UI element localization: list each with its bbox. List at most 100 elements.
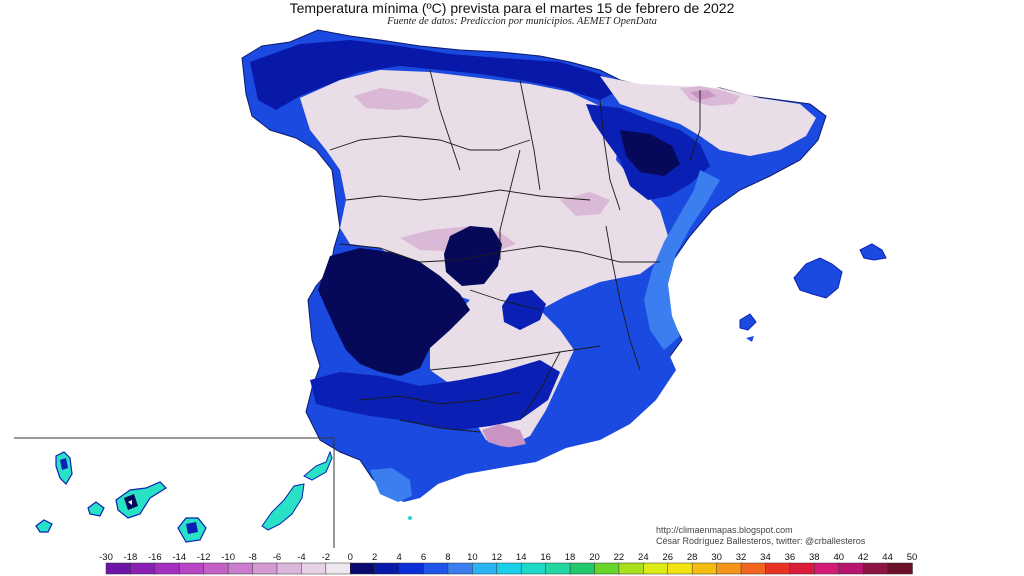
scale-swatch	[765, 562, 791, 575]
lanzarote-island	[303, 450, 333, 481]
levante-coast-band	[644, 170, 720, 350]
scale-tick-label: 16	[540, 552, 551, 563]
scale-tick-label: -12	[197, 552, 211, 563]
southern-coast-band	[380, 352, 676, 502]
canary-islands-inset	[35, 450, 333, 543]
scale-swatch	[105, 562, 132, 575]
scale-tick-label: 8	[445, 552, 450, 563]
pyrenees-peak-minus6	[690, 90, 716, 100]
teide-peak	[128, 500, 132, 505]
map-credits: http://climaenmapas.blogspot.com César R…	[656, 525, 865, 547]
map-title: Temperatura mínima (ºC) prevista para el…	[289, 0, 735, 16]
extremadura-dark-region	[318, 248, 470, 376]
scale-swatch	[545, 562, 571, 575]
scale-swatch	[325, 562, 351, 575]
scale-tick-label: -16	[148, 552, 162, 563]
scale-swatch	[472, 562, 498, 575]
scale-swatch	[496, 562, 522, 575]
scale-swatch	[667, 562, 693, 575]
scale-swatch	[301, 562, 327, 575]
menorca-island	[859, 243, 887, 261]
sierra-nevada-minus6-patch	[482, 424, 526, 448]
scale-tick-labels: -30 -18 -16 -14 -12 -10 -8 -6 -4 -2 0 2 4 6 8 10 12 14 16 1…	[99, 552, 917, 563]
formentera-island	[746, 336, 754, 342]
scale-swatch	[862, 562, 889, 575]
scale-tick-label: -6	[273, 552, 281, 563]
scale-tick-label: 20	[589, 552, 600, 563]
scale-swatch	[203, 562, 229, 575]
scale-swatch	[130, 562, 156, 575]
ibiza-island	[739, 313, 757, 331]
credits-author: César Rodríguez Ballesteros, twitter: @c…	[656, 536, 866, 546]
scale-tick-label: 4	[396, 552, 401, 563]
scale-tick-label: -30	[99, 552, 113, 563]
scale-swatch	[349, 562, 376, 575]
scale-swatch	[838, 562, 864, 575]
scale-tick-label: 34	[760, 552, 771, 563]
la-mancha-dark-region	[502, 290, 546, 330]
la-palma-cold-core	[60, 458, 68, 470]
region-borders	[329, 69, 701, 433]
mallorca-island	[793, 257, 843, 299]
scale-tick-label: -4	[297, 552, 305, 563]
scale-swatch	[569, 562, 596, 575]
credits-url: http://climaenmapas.blogspot.com	[656, 525, 793, 535]
scale-swatch	[398, 562, 425, 575]
map-subtitle: Fuente de datos: Prediccion por municipi…	[387, 16, 657, 27]
scale-swatch	[520, 562, 547, 575]
scale-swatch	[179, 562, 205, 575]
iberian-system-minus4-patch	[560, 192, 610, 216]
scale-swatch	[887, 562, 913, 575]
scale-tick-label: 2	[372, 552, 377, 563]
scale-swatch	[276, 562, 303, 575]
scale-tick-label: 14	[516, 552, 527, 563]
cadiz-coast-light-band	[370, 468, 412, 502]
scale-swatch	[423, 562, 449, 575]
scale-tick-label: 36	[785, 552, 796, 563]
scale-tick-label: -14	[172, 552, 186, 563]
scale-tick-label: 24	[638, 552, 649, 563]
scale-tick-label: -2	[322, 552, 330, 563]
scale-swatch	[814, 562, 840, 575]
scale-tick-label: 10	[467, 552, 478, 563]
scale-swatch	[618, 562, 645, 575]
scale-swatch	[716, 562, 742, 575]
scale-swatch	[374, 562, 400, 575]
scale-tick-label: 0	[348, 552, 353, 563]
gran-canaria-cold-core	[186, 522, 198, 534]
scale-swatches	[105, 562, 913, 575]
scale-swatch	[789, 562, 816, 575]
ebro-valley-dark-core	[620, 130, 680, 176]
scale-swatch	[643, 562, 669, 575]
scale-tick-label: 22	[614, 552, 625, 563]
alboran-islet	[408, 516, 412, 520]
scale-tick-label: 12	[492, 552, 503, 563]
pyrenees-below-zero	[600, 76, 816, 156]
scale-swatch	[447, 562, 474, 575]
scale-tick-label: 40	[833, 552, 844, 563]
scale-tick-label: 18	[565, 552, 576, 563]
scale-tick-label: 42	[858, 552, 869, 563]
scale-tick-label: -18	[124, 552, 138, 563]
spain-temperature-map	[14, 29, 887, 548]
scale-tick-label: 26	[662, 552, 673, 563]
la-gomera-island	[87, 501, 105, 517]
scale-tick-label: 30	[711, 552, 722, 563]
scale-swatch	[227, 562, 254, 575]
guadalquivir-cold-band	[310, 360, 560, 430]
north-coast-dark-band	[250, 40, 620, 110]
scale-tick-label: -10	[221, 552, 235, 563]
scale-tick-label: 6	[421, 552, 426, 563]
scale-swatch	[154, 562, 181, 575]
scale-tick-label: 32	[736, 552, 747, 563]
madrid-area-dark-region	[444, 226, 502, 286]
scale-tick-label: 28	[687, 552, 698, 563]
scale-tick-label: 38	[809, 552, 820, 563]
el-hierro-island	[35, 519, 53, 533]
scale-tick-label: 44	[882, 552, 893, 563]
scale-tick-label: -8	[248, 552, 256, 563]
canary-islands-inset-frame	[14, 437, 335, 548]
scale-swatch	[691, 562, 718, 575]
scale-swatch	[252, 562, 278, 575]
